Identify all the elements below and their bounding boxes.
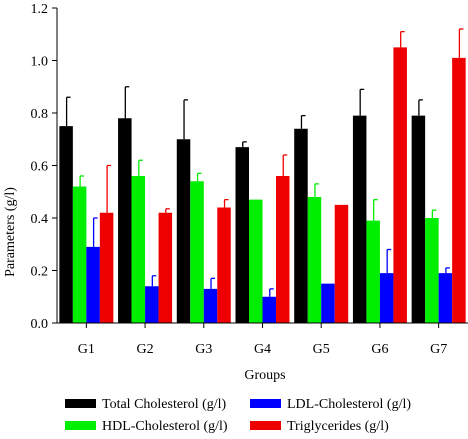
bar — [72, 186, 87, 323]
y-tick-label: 1.2 — [31, 2, 49, 17]
bar — [118, 118, 132, 323]
x-tick-label: G7 — [430, 342, 447, 357]
legend-label: Triglycerides (g/l) — [287, 419, 389, 434]
bar — [425, 218, 439, 323]
x-tick-label: G3 — [195, 342, 212, 357]
bar — [334, 204, 349, 323]
bar — [158, 212, 173, 323]
bar — [145, 286, 159, 323]
x-tick-label: G2 — [137, 342, 154, 357]
y-axis-label: Parameters (g/l) — [3, 187, 18, 277]
y-tick-label: 0.2 — [31, 265, 49, 280]
x-axis-label: Groups — [244, 368, 285, 383]
y-tick-label: 1.0 — [31, 55, 49, 70]
bar — [176, 139, 191, 323]
bar — [438, 273, 453, 323]
bar — [321, 283, 335, 323]
bar — [249, 199, 263, 323]
bar — [217, 207, 231, 323]
legend-swatch — [65, 421, 96, 430]
bar — [294, 128, 308, 323]
bar — [379, 273, 394, 323]
bar — [131, 176, 146, 323]
y-tick-label: 0.6 — [31, 160, 49, 175]
legend-label: LDL-Cholesterol (g/l) — [287, 397, 411, 412]
bar — [235, 147, 249, 323]
y-tick-label: 0.0 — [31, 317, 49, 332]
x-tick-label: G6 — [371, 342, 388, 357]
bar — [452, 57, 466, 323]
bar — [307, 197, 322, 323]
bar — [262, 296, 276, 323]
bar — [366, 220, 380, 323]
y-axis-ticks: 0.0 0.2 0.4 0.6 0.8 1.0 1.2 — [31, 2, 57, 332]
bar — [276, 176, 290, 323]
x-tick-label: G1 — [78, 342, 95, 357]
y-tick-label: 0.4 — [31, 212, 49, 227]
bar — [86, 246, 100, 323]
legend-swatch — [250, 421, 281, 430]
bar — [411, 115, 426, 323]
legend-swatch — [250, 399, 281, 408]
bar — [99, 212, 114, 323]
y-tick-label: 0.8 — [31, 107, 49, 122]
bar — [203, 288, 218, 323]
legend-label: HDL-Cholesterol (g/l) — [102, 419, 228, 434]
legend: Total Cholesterol (g/l) LDL-Cholesterol (… — [65, 397, 411, 434]
bar — [393, 47, 407, 323]
bar — [190, 181, 204, 323]
x-axis-ticks: G1 G2 G3 G4 G5 G6 G7 — [78, 323, 447, 357]
bars — [59, 28, 466, 323]
legend-label: Total Cholesterol (g/l) — [102, 397, 227, 412]
x-tick-label: G4 — [254, 342, 271, 357]
bar — [352, 115, 367, 323]
legend-swatch — [65, 399, 96, 408]
x-tick-label: G5 — [313, 342, 330, 357]
bar — [59, 126, 73, 323]
